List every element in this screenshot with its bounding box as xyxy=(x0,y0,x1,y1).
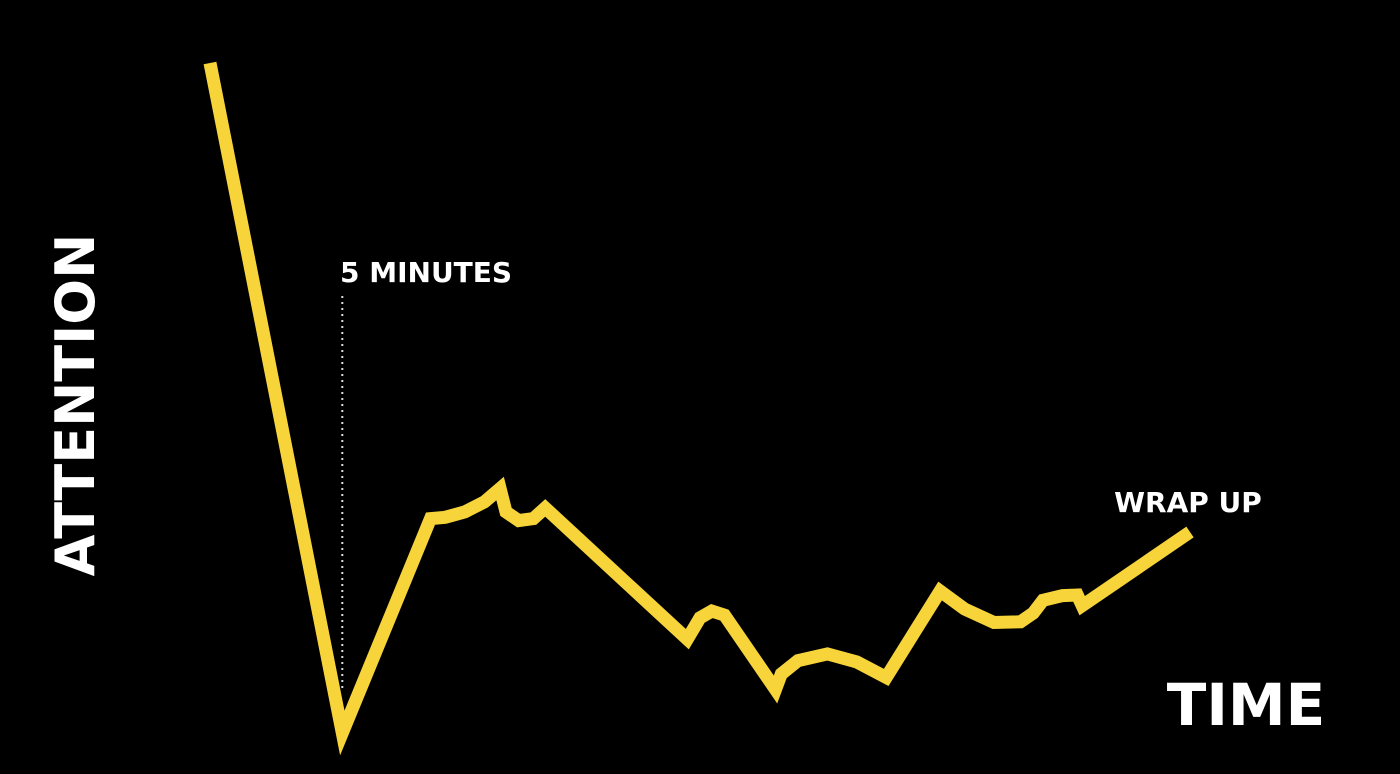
series-line-attention xyxy=(203,61,1194,756)
annotation-wrap-up: WRAP UP xyxy=(1114,486,1262,519)
x-axis-label: TIME xyxy=(1167,671,1325,739)
annotation-five-minutes: 5 MINUTES xyxy=(340,256,512,289)
y-axis-label: ATTENTION xyxy=(44,234,107,577)
